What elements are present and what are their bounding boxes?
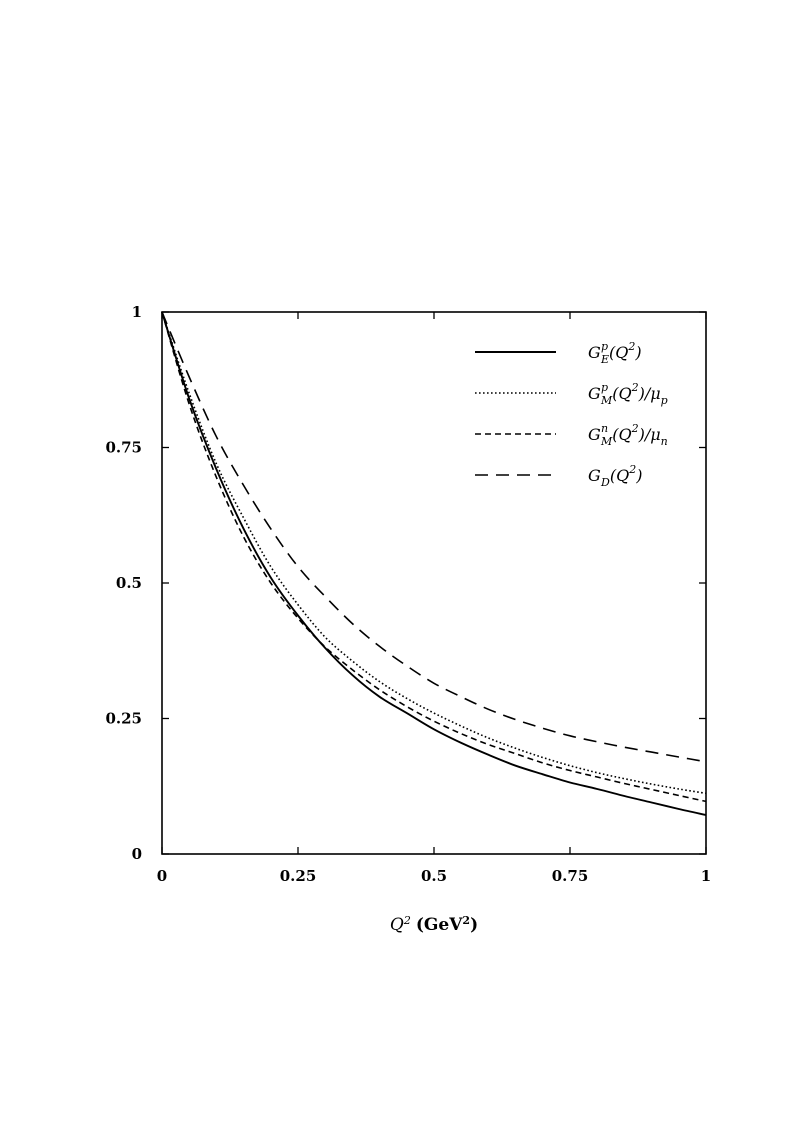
ticks	[161, 311, 707, 855]
series-line-gep	[161, 311, 707, 816]
y-tick-label: 1	[132, 303, 142, 321]
x-axis-label: Q2 (GeV2)	[390, 914, 478, 936]
x-tick-label: 0.75	[552, 867, 589, 885]
x-tick-label: 1	[701, 867, 711, 885]
legend-label-gep: Gp E(Q2)	[588, 340, 642, 366]
series-line-gd	[161, 311, 707, 763]
x-tick-label: 0	[157, 867, 167, 885]
x-tick-label: 0.5	[421, 867, 447, 885]
y-tick-label: 0.25	[105, 710, 142, 728]
legend-label-gmn: Gn M(Q2)/μn	[588, 422, 668, 448]
x-tick-label: 0.25	[280, 867, 317, 885]
series-line-gmp	[161, 311, 707, 795]
legend-label-gd: GD(Q2)	[588, 463, 642, 489]
series-lines	[161, 311, 707, 816]
y-tick-label: 0	[132, 845, 142, 863]
y-tick-label: 0.5	[116, 574, 142, 592]
tick-labels: 0 0.25 0.5 0.75 1 0 0.25 0.5 0.75 1	[105, 303, 711, 885]
y-tick-label: 0.75	[105, 439, 142, 457]
legend: Gp E(Q2) Gp M(Q2)/μp Gn M(Q2)/μn GD(Q2)	[475, 340, 668, 489]
series-line-gmn	[161, 311, 707, 803]
legend-label-gmp: Gp M(Q2)/μp	[588, 381, 668, 407]
